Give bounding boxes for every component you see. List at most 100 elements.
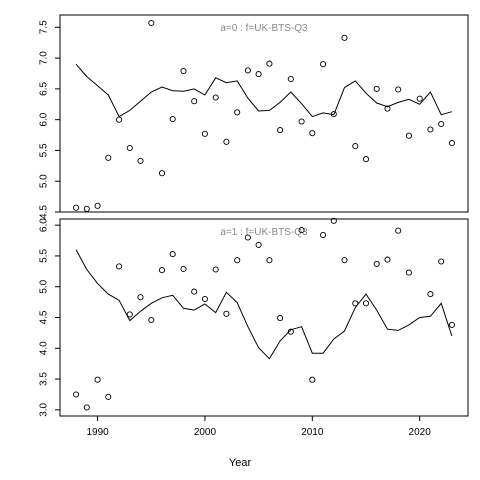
panel-top-frame (59, 14, 469, 213)
data-point (223, 310, 230, 317)
y-tick-label: 3.0 (39, 402, 50, 416)
data-point (416, 95, 423, 102)
panel-top-fit-line (75, 63, 453, 118)
data-point (137, 294, 144, 301)
panel-bottom-y-axis: 3.0 3.5 4.0 4.5 5.0 5.5 6.0 (39, 218, 60, 417)
data-point (116, 263, 123, 270)
data-point (341, 34, 348, 41)
y-tick-label: 7.0 (39, 51, 50, 65)
data-point (427, 126, 434, 133)
data-point (148, 316, 155, 324)
y-tick-label: 5.5 (39, 143, 50, 157)
panel-top-y-axis: 4.5 5.0 5.5 6.0 6.5 7.0 7.5 (39, 20, 60, 219)
data-point (180, 67, 187, 75)
data-point (201, 295, 208, 303)
data-point (212, 94, 219, 101)
data-point (83, 205, 90, 212)
y-tick-label: 5.0 (39, 174, 50, 188)
data-point (244, 67, 251, 74)
y-tick-label: 6.0 (39, 112, 50, 126)
y-tick-label: 6.0 (39, 218, 50, 232)
data-point (405, 269, 412, 276)
x-tick-label: 2010 (301, 427, 324, 438)
data-point (298, 118, 305, 125)
x-tick-label: 2020 (409, 427, 432, 438)
data-point (126, 311, 133, 318)
data-point (309, 130, 316, 137)
data-point (341, 257, 348, 264)
data-point (201, 130, 208, 137)
data-point (395, 227, 402, 234)
data-point (105, 393, 112, 400)
panel-bottom-markers (73, 217, 455, 411)
panel-bottom-frame (59, 218, 469, 417)
panel-bottom-title: a=1 : f=UK-BTS-Q3 (220, 227, 308, 238)
data-point (137, 157, 144, 164)
x-tick-label: 2000 (194, 427, 217, 438)
y-tick-label: 4.5 (39, 205, 50, 219)
data-point (373, 260, 380, 267)
data-point (266, 257, 273, 264)
data-point (234, 109, 241, 116)
data-point (287, 75, 294, 83)
y-tick-label: 4.0 (39, 341, 50, 355)
panel-top: a=0 : f=UK-BTS-Q3 4.5 5.0 5.5 6.0 6.5 7.0 7.5 (39, 14, 469, 219)
data-point (212, 266, 219, 273)
y-tick-label: 4.5 (39, 310, 50, 324)
x-axis: 1990 2000 2010 2020 (86, 416, 431, 438)
data-point (223, 138, 230, 145)
y-tick-label: 5.0 (39, 279, 50, 293)
data-point (320, 61, 327, 68)
data-point (234, 257, 241, 264)
data-point (105, 154, 112, 161)
data-point (352, 143, 359, 150)
data-point (448, 140, 455, 147)
data-point (362, 300, 370, 307)
data-point (73, 391, 80, 398)
panel-top-title: a=0 : f=UK-BTS-Q3 (220, 23, 308, 34)
data-point (169, 251, 176, 258)
panel-bottom-fit-line (75, 249, 453, 360)
data-point (191, 98, 198, 105)
data-point (405, 132, 412, 139)
data-point (277, 127, 284, 134)
data-point (309, 376, 316, 383)
data-point (116, 116, 123, 123)
data-point (255, 71, 262, 78)
data-point (255, 241, 262, 248)
data-point (320, 231, 327, 239)
data-point (277, 315, 284, 322)
data-point (158, 267, 166, 274)
data-point (384, 105, 391, 112)
data-point (266, 60, 273, 67)
data-point (94, 376, 101, 383)
data-point (427, 291, 434, 298)
y-tick-label: 6.5 (39, 81, 50, 95)
data-point (373, 85, 380, 92)
data-point (73, 204, 80, 211)
data-point (158, 170, 166, 177)
data-point (169, 115, 176, 123)
panel-top-markers (73, 19, 455, 212)
y-tick-label: 7.5 (39, 20, 50, 34)
data-point (438, 258, 445, 265)
data-point (287, 328, 294, 335)
data-point (384, 256, 391, 263)
data-point (352, 300, 359, 307)
data-point (94, 202, 101, 209)
data-point (330, 217, 337, 224)
data-point (362, 156, 370, 163)
data-point (298, 227, 305, 234)
data-point (448, 321, 455, 328)
panel-bottom: a=1 : f=UK-BTS-Q3 3.0 3.5 4.0 4.5 5.0 5.5 6.0 (39, 217, 469, 417)
data-point (180, 265, 187, 272)
x-axis-label: Year (229, 457, 252, 469)
data-point (126, 144, 133, 152)
data-point (438, 120, 445, 128)
data-point (83, 404, 90, 411)
data-point (244, 234, 251, 241)
x-tick-label: 1990 (86, 427, 109, 438)
data-point (148, 19, 155, 27)
data-point (395, 86, 402, 93)
